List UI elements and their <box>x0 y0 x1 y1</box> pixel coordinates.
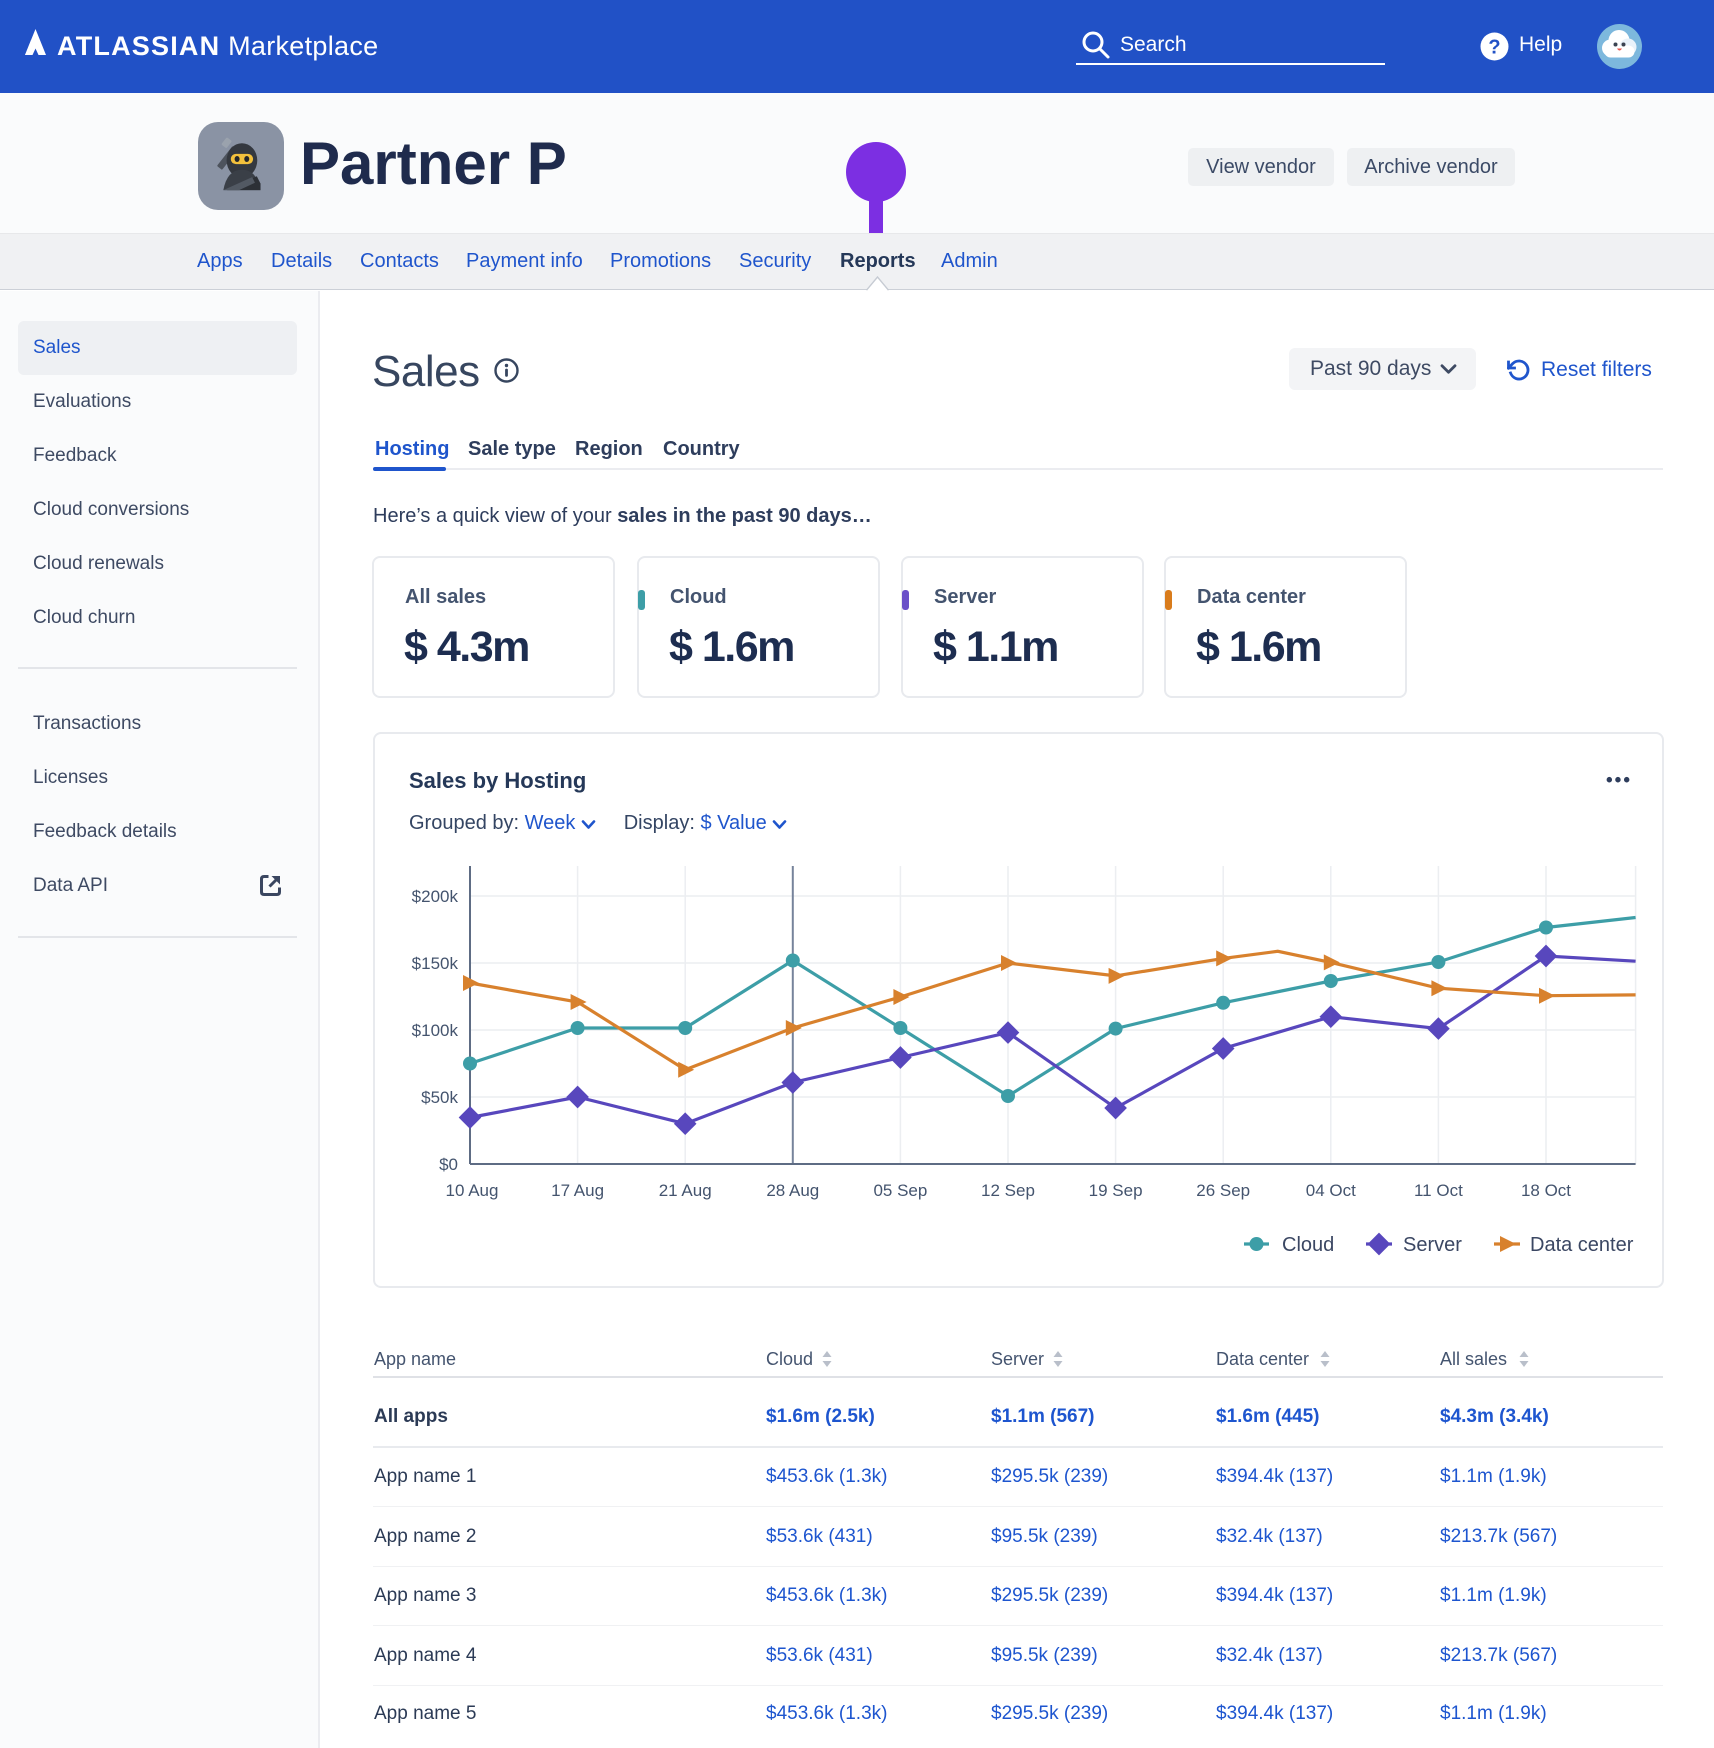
svg-text:Cloud: Cloud <box>1282 1234 1334 1256</box>
svg-text:$150k: $150k <box>412 954 459 973</box>
svg-text:18 Oct: 18 Oct <box>1521 1181 1571 1200</box>
svg-text:Server: Server <box>1403 1234 1462 1256</box>
svg-text:28 Aug: 28 Aug <box>766 1181 819 1200</box>
svg-text:19 Sep: 19 Sep <box>1089 1181 1143 1200</box>
svg-text:05 Sep: 05 Sep <box>873 1181 927 1200</box>
svg-text:21 Aug: 21 Aug <box>659 1181 712 1200</box>
svg-text:$50k: $50k <box>421 1088 458 1107</box>
svg-text:?: ? <box>1488 37 1500 59</box>
svg-text:04 Oct: 04 Oct <box>1306 1181 1356 1200</box>
svg-text:17 Aug: 17 Aug <box>551 1181 604 1200</box>
svg-text:10 Aug: 10 Aug <box>446 1181 499 1200</box>
svg-text:$0: $0 <box>439 1155 458 1174</box>
svg-text:$200k: $200k <box>412 887 459 906</box>
svg-text:26 Sep: 26 Sep <box>1196 1181 1250 1200</box>
svg-text:11 Oct: 11 Oct <box>1414 1181 1463 1200</box>
svg-text:$100k: $100k <box>412 1021 459 1040</box>
svg-text:12 Sep: 12 Sep <box>981 1181 1035 1200</box>
svg-text:Data center: Data center <box>1530 1234 1634 1256</box>
